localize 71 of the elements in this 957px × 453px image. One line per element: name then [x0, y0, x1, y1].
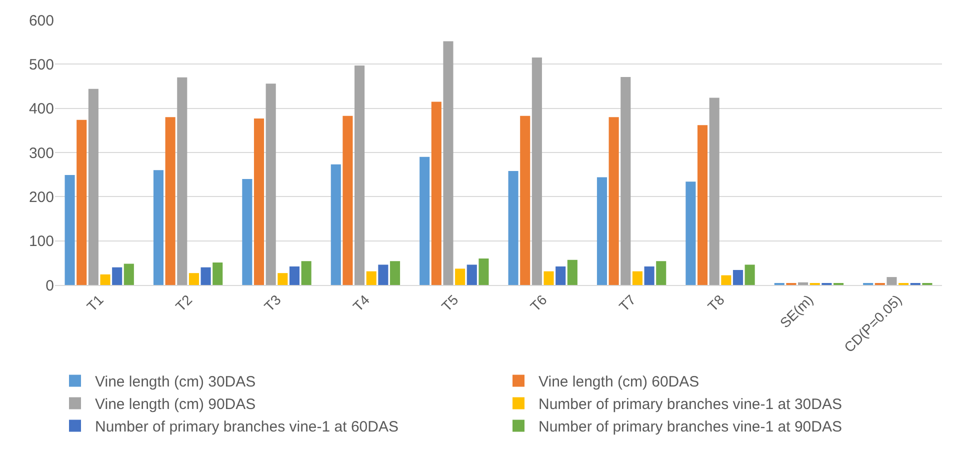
y-tick-label: 300	[28, 144, 54, 162]
legend-label: Vine length (cm) 30DAS	[95, 374, 256, 391]
bar	[798, 282, 808, 285]
bar	[289, 266, 300, 285]
bar	[153, 170, 164, 285]
bar	[124, 264, 134, 285]
bar	[420, 156, 430, 285]
bar	[212, 262, 223, 285]
bar	[544, 271, 554, 285]
y-tick-label: 400	[28, 100, 54, 118]
bar	[76, 120, 87, 285]
bar	[596, 177, 608, 285]
bar	[744, 264, 755, 285]
y-tick-label: 200	[28, 188, 54, 206]
bar	[556, 266, 566, 285]
bar	[431, 102, 442, 285]
bar	[644, 266, 654, 285]
bar	[266, 84, 276, 285]
legend-label: Vine length (cm) 90DAS	[95, 396, 256, 414]
bar	[686, 182, 696, 285]
bar	[455, 268, 466, 285]
bar	[520, 116, 530, 285]
bar	[608, 117, 619, 285]
bar	[478, 258, 489, 285]
bar	[242, 179, 252, 285]
bar	[721, 275, 732, 285]
bar	[466, 264, 477, 285]
legend-label: Number of primary branches vine-1 at 90DAS	[538, 418, 842, 436]
bar	[88, 88, 98, 285]
x-tick-label: T6	[527, 291, 550, 314]
bar	[378, 264, 388, 285]
bar	[330, 164, 341, 285]
x-tick-label: T2	[172, 291, 196, 314]
bar	[188, 273, 199, 285]
bar	[443, 41, 454, 285]
bar	[254, 118, 264, 285]
bar	[278, 273, 288, 285]
x-tick-label: T7	[616, 291, 639, 314]
legend-label: Number of primary branches vine-1 at 60DAS	[95, 418, 398, 436]
bar	[100, 274, 110, 285]
bar	[697, 125, 708, 285]
bar	[709, 98, 720, 285]
y-tick-label: 0	[46, 277, 54, 294]
y-tick-label: 500	[28, 56, 54, 74]
bar	[656, 261, 666, 285]
bar	[532, 58, 542, 285]
bar	[342, 116, 353, 285]
bar	[354, 65, 365, 285]
bar	[732, 270, 744, 285]
bar	[886, 277, 897, 285]
bar	[632, 271, 642, 285]
bar	[64, 175, 75, 285]
legend-label: Number of primary branches vine-1 at 30DAS	[538, 396, 842, 414]
legend-label: Vine length (cm) 60DAS	[538, 374, 700, 391]
y-tick-label: 600	[28, 12, 54, 30]
x-tick-label: T3	[260, 291, 284, 314]
bar	[165, 117, 176, 285]
bar	[112, 267, 122, 285]
bar	[508, 171, 518, 285]
bar	[620, 76, 631, 285]
bar	[390, 261, 400, 285]
bar	[200, 267, 211, 285]
bar	[177, 77, 188, 285]
x-tick-label: T5	[438, 291, 462, 314]
y-tick-label: 100	[28, 233, 54, 250]
bar	[366, 271, 376, 285]
x-tick-label: T4	[350, 291, 373, 314]
x-tick-label: T8	[704, 291, 728, 314]
bar	[567, 260, 578, 285]
x-tick-label: T1	[84, 291, 107, 314]
bar	[301, 261, 312, 285]
